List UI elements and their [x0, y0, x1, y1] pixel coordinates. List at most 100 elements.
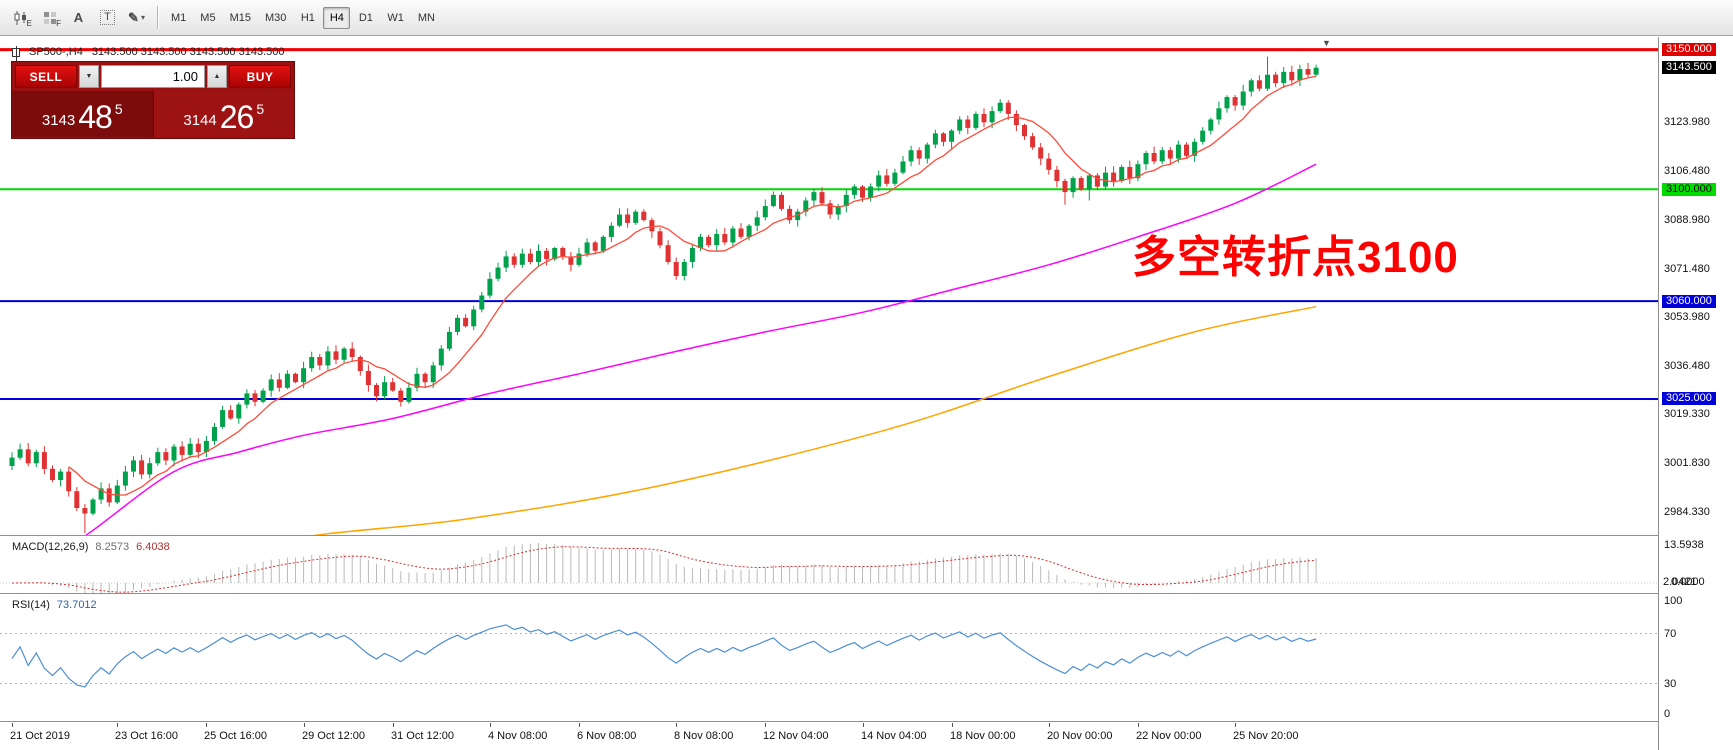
- icon-badge: E: [26, 19, 32, 28]
- buy-button[interactable]: BUY: [229, 65, 291, 88]
- price-axis-label: 3150.000: [1662, 43, 1716, 56]
- timeframe-H4-button[interactable]: H4: [323, 6, 351, 29]
- time-axis-label: 20 Nov 00:00: [1047, 730, 1113, 742]
- sell-price-main: 48: [78, 99, 113, 135]
- time-axis[interactable]: 21 Oct 2019 23 Oct 16:00 25 Oct 16:00 29 Oc…: [0, 723, 1658, 748]
- chart-ohlc-values: 3143.500 3143.500 3143.500 3143.500: [91, 46, 285, 58]
- macd-indicator-panel[interactable]: MACD(12,26,9) 8.2573 6.4038: [0, 537, 1658, 594]
- instrument-icon: [12, 45, 20, 61]
- candlestick-chart-icon: [14, 10, 26, 25]
- time-axis-tick: [12, 723, 13, 727]
- time-axis-tick: [952, 723, 953, 727]
- time-axis-label: 21 Oct 2019: [10, 730, 70, 742]
- volume-input[interactable]: [101, 65, 205, 88]
- macd-title: MACD(12,26,9): [12, 541, 89, 553]
- time-axis-tick: [1049, 723, 1050, 727]
- time-axis-label: 23 Oct 16:00: [115, 730, 178, 742]
- price-axis-label: 3060.000: [1662, 295, 1716, 308]
- price-chart-panel[interactable]: SP500-,H4 3143.500 3143.500 3143.500 314…: [0, 37, 1658, 536]
- toolbar-separator: [157, 6, 158, 29]
- price-axis-label: 3123.980: [1664, 116, 1710, 128]
- timeframe-M30-button[interactable]: M30: [264, 11, 287, 24]
- time-axis-tick: [1235, 723, 1236, 727]
- time-axis-label: 29 Oct 12:00: [302, 730, 365, 742]
- price-axis-label: 3019.330: [1664, 408, 1710, 420]
- timeframe-M15-button[interactable]: M15: [229, 11, 251, 24]
- time-axis-label: 8 Nov 08:00: [674, 730, 734, 742]
- time-axis-tick: [676, 723, 677, 727]
- rsi-canvas[interactable]: [0, 595, 1658, 722]
- textbox-icon: T: [100, 10, 115, 25]
- price-axis-label: 3036.480: [1664, 360, 1710, 372]
- volume-increase-button[interactable]: ▲: [207, 65, 227, 88]
- time-axis-tick: [304, 723, 305, 727]
- sell-button[interactable]: SELL: [15, 65, 77, 88]
- price-chart-canvas[interactable]: [0, 37, 1658, 536]
- price-axis-label: 2984.330: [1664, 506, 1710, 518]
- timeframe-M1-button[interactable]: M1: [171, 11, 187, 24]
- pencil-icon: ✎: [128, 10, 139, 25]
- macd-axis-label: 13.5938: [1664, 539, 1704, 551]
- time-axis-label: 6 Nov 08:00: [577, 730, 637, 742]
- macd-canvas[interactable]: [0, 537, 1658, 594]
- caret-up-icon: ▲: [213, 73, 221, 80]
- time-axis-label: 18 Nov 00:00: [950, 730, 1016, 742]
- chart-annotation-text: 多空转折点3100: [1132, 233, 1459, 282]
- timeframe-D1-button[interactable]: D1: [358, 11, 373, 24]
- rsi-axis-label: 100: [1664, 595, 1683, 607]
- trade-panel-prices: 3143 48 5 3144 26 5: [12, 91, 294, 137]
- timeframe-H1-button[interactable]: H1: [300, 11, 315, 24]
- chart-workspace: SP500-,H4 3143.500 3143.500 3143.500 314…: [0, 36, 1733, 750]
- sell-price-pip: 5: [114, 101, 123, 117]
- timeframe-W1-button[interactable]: W1: [387, 11, 404, 24]
- chart-window-button[interactable]: E: [7, 5, 34, 30]
- time-axis-label: 25 Oct 16:00: [204, 730, 267, 742]
- sell-price-display[interactable]: 3143 48 5: [12, 91, 153, 137]
- chart-grid-button[interactable]: F: [36, 5, 63, 30]
- price-axis-label: 3106.480: [1664, 165, 1710, 177]
- rsi-label: RSI(14) 73.7012: [12, 599, 97, 611]
- timeframe-MN-button[interactable]: MN: [417, 11, 435, 24]
- macd-label: MACD(12,26,9) 8.2573 6.4038: [12, 541, 170, 553]
- chart-title: SP500-,H4 3143.500 3143.500 3143.500 314…: [12, 45, 285, 61]
- main-toolbar: E F A T ✎ ▾ M1 M5 M15 M30 H1 H4 D1 W1 MN: [0, 0, 1733, 36]
- buy-price-display[interactable]: 3144 26 5: [152, 91, 294, 137]
- bar-shift-marker-icon[interactable]: ▼: [1322, 38, 1331, 48]
- time-axis-tick: [1138, 723, 1139, 727]
- rsi-axis-label: 70: [1664, 628, 1677, 640]
- text-annotation-button[interactable]: A: [65, 5, 92, 30]
- grid-icon: [43, 11, 56, 24]
- macd-signal-value: 6.4038: [136, 541, 170, 553]
- time-axis-label: 31 Oct 12:00: [391, 730, 454, 742]
- price-axis-label: 3025.000: [1662, 392, 1716, 405]
- macd-axis-label: 0.0000: [1671, 576, 1705, 588]
- volume-decrease-button[interactable]: ▼: [79, 65, 99, 88]
- time-axis-tick: [393, 723, 394, 727]
- rsi-indicator-panel[interactable]: RSI(14) 73.7012: [0, 595, 1658, 722]
- timeframe-M5-button[interactable]: M5: [200, 11, 216, 24]
- caret-down-icon: ▼: [85, 73, 93, 80]
- time-axis-tick: [765, 723, 766, 727]
- price-axis-label: 3100.000: [1662, 183, 1716, 196]
- time-axis-label: 12 Nov 04:00: [763, 730, 829, 742]
- time-axis-label: 14 Nov 04:00: [861, 730, 927, 742]
- chart-symbol-timeframe: SP500-,H4: [29, 46, 83, 58]
- text-box-button[interactable]: T: [94, 5, 121, 30]
- price-axis-label: 3088.980: [1664, 214, 1710, 226]
- time-axis-label: 4 Nov 08:00: [488, 730, 548, 742]
- drawing-tools-button[interactable]: ✎ ▾: [123, 5, 150, 30]
- price-axis-label: 3053.980: [1664, 311, 1710, 323]
- rsi-value: 73.7012: [56, 599, 97, 611]
- chevron-down-icon: ▾: [140, 13, 145, 22]
- macd-main-value: 8.2573: [95, 541, 130, 553]
- rsi-axis-label: 0: [1664, 708, 1671, 720]
- buy-price-main: 26: [219, 99, 255, 135]
- price-axis[interactable]: 3150.000 3143.500 3123.980 3106.480 3100.000…: [1658, 37, 1733, 750]
- text-icon: A: [73, 10, 84, 25]
- one-click-trade-panel: SELL ▼ ▲ BUY 3143 48 5: [11, 61, 295, 139]
- time-axis-tick: [206, 723, 207, 727]
- time-axis-label: 25 Nov 20:00: [1233, 730, 1299, 742]
- macd-axis-label: 2.0421: [1663, 576, 1697, 588]
- trade-panel-controls: SELL ▼ ▲ BUY: [12, 62, 294, 91]
